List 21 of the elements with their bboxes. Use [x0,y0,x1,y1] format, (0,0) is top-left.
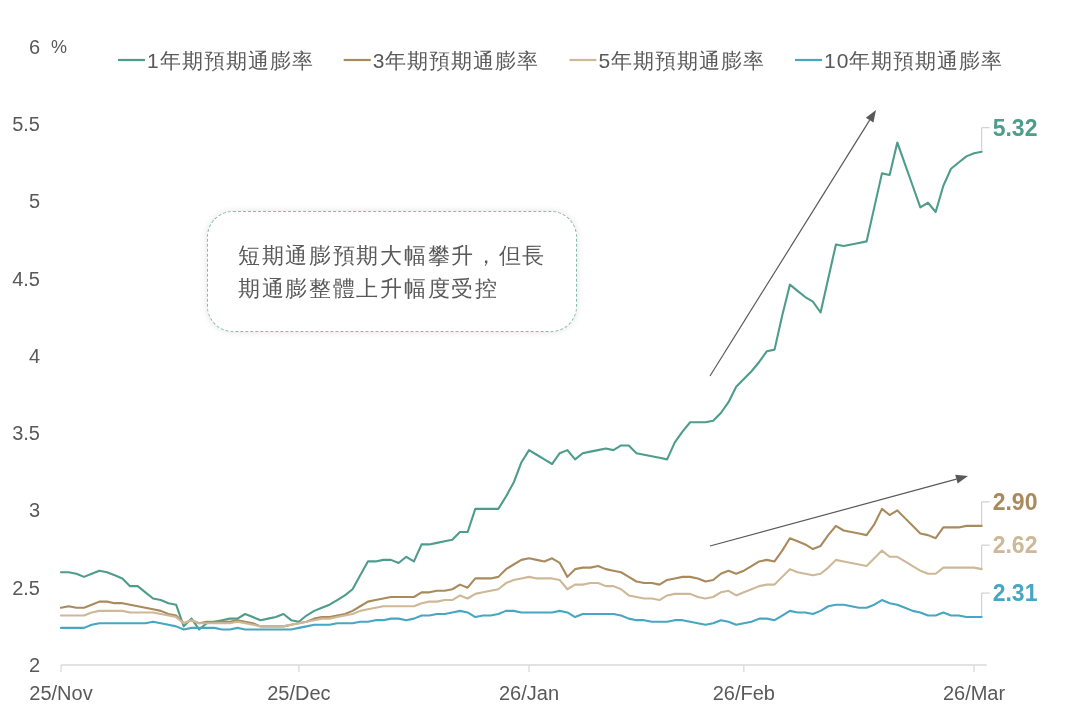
x-tick-label: 26/Mar [942,682,1006,704]
y-tick-label: 3.5 [12,422,40,445]
y-tick-label: 2 [28,654,40,676]
data-label: 5.32 [992,114,1038,141]
y-tick-label: 4 [28,344,40,367]
x-tick-label: 25/Nov [29,682,93,704]
annotation: 短期通膨預期大幅攀升，但長期通膨整體上升幅度受控 [207,211,577,332]
data-label: 2.62 [992,532,1038,559]
data-label: 2.90 [992,488,1038,515]
y-axis-title: % [51,36,67,57]
y-tick-label: 6 [28,35,40,58]
annotation: 短期通膨預期大幅攀升，但長期通膨整體上升幅度受控 [238,241,548,303]
x-tick-label: 26/Jan [499,682,560,704]
y-tick-label: 3 [28,499,40,522]
y-tick-label: 2.5 [12,576,40,599]
y-tick-label: 4.5 [12,267,40,290]
x-tick-label: 25/Dec [267,682,331,704]
y-tick-label: 5.5 [12,112,40,135]
data-label: 2.31 [992,580,1038,607]
x-tick-label: 26/Feb [712,682,775,704]
y-tick-label: 5 [28,190,40,213]
